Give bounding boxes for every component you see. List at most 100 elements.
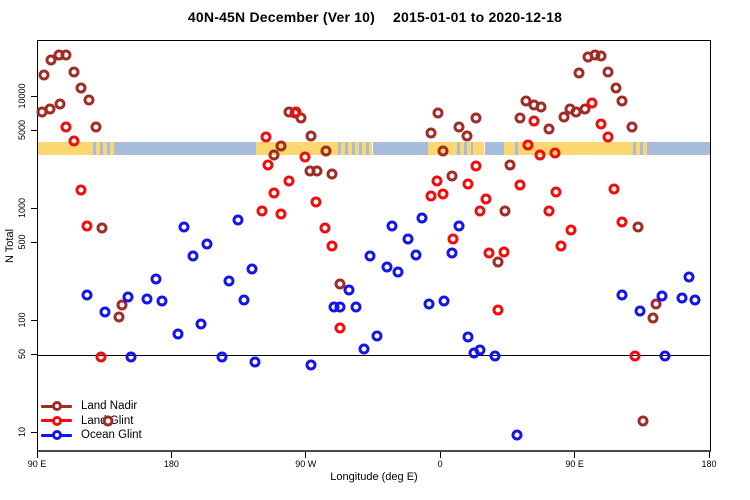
data-point-land_glint bbox=[283, 175, 295, 187]
y-axis-tick bbox=[31, 241, 37, 243]
map-band-segment-ocean bbox=[117, 141, 257, 156]
map-band-segment-ocean bbox=[484, 141, 504, 156]
data-point-ocean_glint bbox=[81, 289, 93, 301]
data-point-land_glint bbox=[470, 160, 482, 172]
data-point-land_nadir bbox=[275, 140, 287, 152]
data-point-ocean_glint bbox=[238, 294, 250, 306]
data-point-land_glint bbox=[522, 139, 534, 151]
data-point-ocean_glint bbox=[453, 220, 465, 232]
data-point-land_glint bbox=[595, 118, 607, 130]
data-point-land_glint bbox=[81, 220, 93, 232]
data-point-land_glint bbox=[95, 351, 107, 363]
data-point-land_nadir bbox=[334, 278, 346, 290]
data-point-land_nadir bbox=[44, 103, 56, 115]
x-axis-tick bbox=[36, 452, 38, 458]
data-point-ocean_glint bbox=[364, 250, 376, 262]
data-point-land_nadir bbox=[543, 123, 555, 135]
x-axis-tick bbox=[574, 452, 576, 458]
data-point-land_glint bbox=[275, 208, 287, 220]
x-axis-tick-label: 90 W bbox=[295, 459, 317, 469]
x-axis-tick bbox=[439, 452, 441, 458]
data-point-ocean_glint bbox=[150, 273, 162, 285]
data-point-ocean_glint bbox=[122, 291, 134, 303]
data-point-land_nadir bbox=[595, 50, 607, 62]
data-point-land_glint bbox=[268, 187, 280, 199]
data-point-land_nadir bbox=[446, 170, 458, 182]
map-band-segment-mix bbox=[453, 141, 473, 156]
data-point-ocean_glint bbox=[634, 305, 646, 317]
data-point-land_nadir bbox=[470, 112, 482, 124]
data-point-ocean_glint bbox=[232, 214, 244, 226]
data-point-land_nadir bbox=[38, 69, 50, 81]
y-axis-tick-label: 500 bbox=[17, 234, 27, 250]
data-point-ocean_glint bbox=[343, 284, 355, 296]
data-point-land_nadir bbox=[320, 145, 332, 157]
data-point-land_glint bbox=[326, 240, 338, 252]
data-point-land_glint bbox=[462, 178, 474, 190]
data-point-land_glint bbox=[534, 149, 546, 161]
data-point-ocean_glint bbox=[223, 275, 235, 287]
data-point-ocean_glint bbox=[689, 294, 701, 306]
data-point-land_nadir bbox=[75, 82, 87, 94]
legend-marker-circle-icon bbox=[51, 415, 62, 426]
data-point-ocean_glint bbox=[125, 351, 137, 363]
y-axis-tick-label: 1000 bbox=[17, 198, 27, 219]
data-point-land_glint bbox=[262, 159, 274, 171]
data-point-land_nadir bbox=[96, 222, 108, 234]
data-point-land_nadir bbox=[113, 311, 125, 323]
data-point-land_glint bbox=[431, 175, 443, 187]
x-axis-tick bbox=[305, 452, 307, 458]
data-point-ocean_glint bbox=[616, 289, 628, 301]
legend-item-land-glint: Land Glint bbox=[41, 414, 142, 429]
data-point-land_glint bbox=[447, 233, 459, 245]
data-point-ocean_glint bbox=[201, 238, 213, 250]
legend-line-land-nadir bbox=[41, 401, 72, 412]
data-point-land_nadir bbox=[54, 98, 66, 110]
data-point-ocean_glint bbox=[462, 331, 474, 343]
data-point-land_glint bbox=[543, 205, 555, 217]
data-point-land_nadir bbox=[616, 95, 628, 107]
y-axis-tick-label: 10 bbox=[17, 427, 27, 438]
data-point-land_nadir bbox=[579, 103, 591, 115]
data-point-ocean_glint bbox=[246, 263, 258, 275]
data-point-land_glint bbox=[319, 222, 331, 234]
data-point-ocean_glint bbox=[392, 266, 404, 278]
map-band-segment-land bbox=[503, 141, 512, 156]
data-point-land_glint bbox=[629, 350, 641, 362]
data-point-land_glint bbox=[549, 147, 561, 159]
legend-label: Land Nadir bbox=[81, 400, 138, 413]
legend-item-ocean-glint: Ocean Glint bbox=[41, 428, 142, 443]
x-axis-tick bbox=[708, 452, 710, 458]
y-axis-tick bbox=[31, 319, 37, 321]
data-point-land_nadir bbox=[558, 111, 570, 123]
data-point-land_glint bbox=[550, 186, 562, 198]
data-point-land_glint bbox=[68, 135, 80, 147]
map-band-segment-land bbox=[472, 141, 485, 156]
data-point-land_nadir bbox=[610, 82, 622, 94]
data-point-ocean_glint bbox=[511, 429, 523, 441]
x-axis-label: Longitude (deg E) bbox=[330, 471, 418, 483]
data-point-land_nadir bbox=[637, 415, 649, 427]
data-point-land_nadir bbox=[453, 121, 465, 133]
data-point-land_nadir bbox=[268, 149, 280, 161]
data-point-land_nadir bbox=[311, 165, 323, 177]
x-axis-tick-label: 180 bbox=[163, 459, 179, 469]
data-point-ocean_glint bbox=[474, 344, 486, 356]
data-point-land_nadir bbox=[647, 312, 659, 324]
x-axis-tick-label: 180 bbox=[701, 459, 717, 469]
data-point-land_nadir bbox=[116, 299, 128, 311]
data-point-land_glint bbox=[498, 246, 510, 258]
data-point-ocean_glint bbox=[195, 318, 207, 330]
data-point-ocean_glint bbox=[371, 330, 383, 342]
data-point-land_nadir bbox=[632, 221, 644, 233]
x-axis-tick-label: 90 E bbox=[27, 459, 47, 469]
data-point-land_nadir bbox=[68, 66, 80, 78]
data-point-land_glint bbox=[492, 304, 504, 316]
data-point-land_nadir bbox=[499, 205, 511, 217]
legend-marker-circle-icon bbox=[51, 401, 62, 412]
x-axis-tick-label: 90 E bbox=[565, 459, 584, 469]
data-point-land_glint bbox=[480, 193, 492, 205]
data-point-land_glint bbox=[310, 196, 322, 208]
map-band-segment-mix bbox=[511, 141, 522, 156]
chart-title-main: 40N-45N December (Ver 10) bbox=[187, 9, 376, 25]
